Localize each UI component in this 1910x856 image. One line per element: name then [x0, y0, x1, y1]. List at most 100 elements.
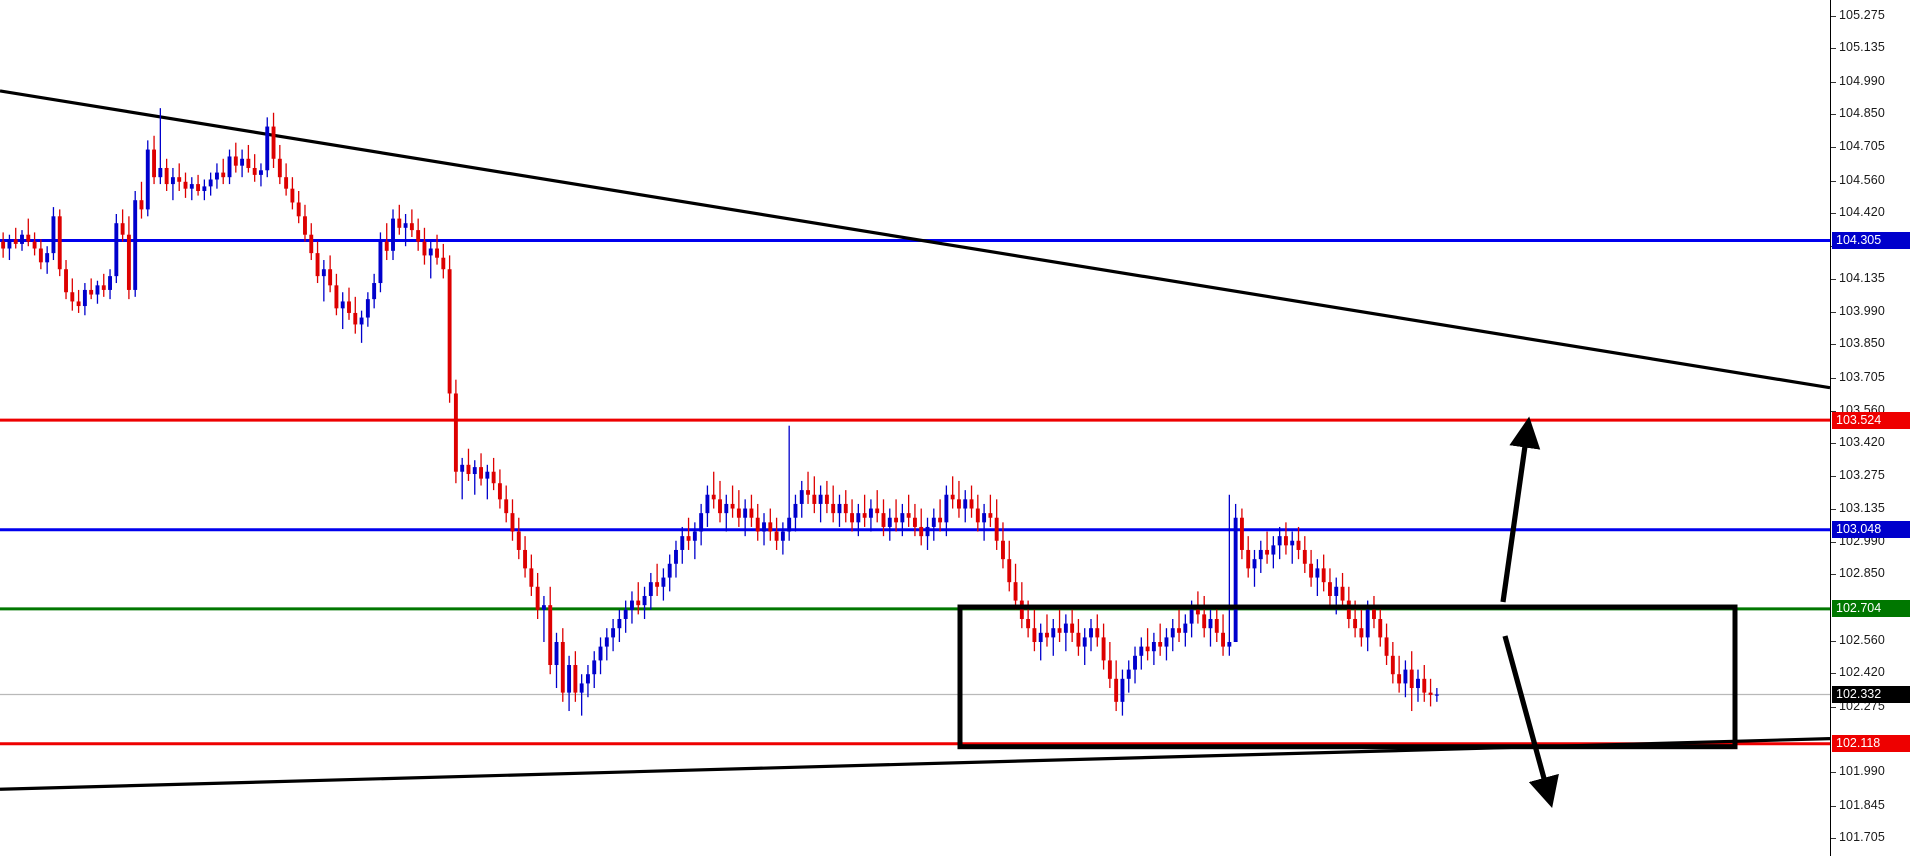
current-price-badge[interactable]: 102.332	[1832, 685, 1910, 703]
candle-body	[246, 158, 251, 168]
price-level-badge[interactable]: 103.048	[1832, 521, 1910, 539]
candle-body	[982, 513, 987, 523]
candle-body	[868, 508, 873, 518]
candle-body	[1013, 582, 1018, 601]
candle-body	[535, 586, 540, 610]
price-level-badge[interactable]: 104.305	[1832, 231, 1910, 249]
candle-body	[806, 490, 810, 495]
tick-mark	[1831, 48, 1836, 50]
candle-body	[1170, 628, 1175, 638]
candle-body	[1227, 642, 1232, 647]
candle-body	[925, 526, 930, 537]
candle-body	[170, 177, 175, 185]
candle-body	[774, 531, 779, 541]
candle-body	[636, 600, 641, 606]
candle-body	[296, 202, 301, 217]
candle-body	[45, 253, 50, 263]
candle-body	[208, 179, 213, 187]
tick-mark	[1831, 180, 1836, 182]
candle-body	[1353, 618, 1358, 629]
candle-body	[799, 490, 804, 504]
candle-body	[447, 269, 452, 394]
candle-body	[1057, 628, 1062, 633]
candle-body	[221, 172, 226, 178]
consolidation-rectangle[interactable]	[957, 604, 1738, 750]
candle-body	[862, 513, 867, 518]
candle-body	[919, 526, 924, 537]
candle-body	[32, 241, 37, 249]
candle-body	[1007, 559, 1012, 583]
price-level-badge[interactable]: 102.704	[1832, 600, 1910, 618]
candle-body	[277, 158, 282, 178]
price-level-badge[interactable]: 103.524	[1832, 411, 1910, 429]
candle-body	[912, 517, 917, 527]
candle-body	[1428, 692, 1433, 695]
tick-mark	[1831, 81, 1836, 83]
candle-body	[975, 508, 980, 523]
tick-mark	[1831, 16, 1836, 18]
candle-body	[397, 218, 402, 228]
price-tick-label: 104.135	[1839, 270, 1885, 285]
candle-body	[1139, 646, 1144, 656]
tick-mark	[1831, 805, 1836, 807]
candle-body	[435, 248, 439, 258]
candle-body	[202, 186, 207, 191]
candle-body	[353, 312, 358, 325]
candle-body	[321, 269, 326, 277]
price-tick-label: 104.990	[1839, 73, 1885, 88]
candle-body	[1290, 540, 1295, 546]
candle-body	[409, 223, 414, 231]
candle-body	[497, 483, 502, 500]
candle-body	[988, 513, 993, 518]
candle-body	[108, 276, 112, 290]
candle-body	[365, 299, 370, 318]
candle-body	[227, 156, 232, 178]
candle-body	[1095, 628, 1100, 638]
candle-body	[1309, 563, 1314, 578]
candle-body	[189, 184, 194, 189]
candle-body	[642, 595, 647, 606]
candle-body	[309, 234, 314, 254]
candle-body	[585, 674, 590, 684]
candle-body	[70, 292, 75, 302]
price-tick-label: 103.705	[1839, 369, 1885, 384]
price-tick-label: 104.420	[1839, 205, 1885, 219]
candle-body	[1239, 517, 1244, 550]
tick-mark	[1831, 278, 1836, 280]
candle-body	[648, 582, 653, 596]
candle-body	[403, 223, 408, 228]
candle-body	[183, 181, 188, 189]
candle-body	[824, 494, 829, 504]
candle-body	[560, 642, 565, 693]
candle-body	[1001, 540, 1005, 560]
tick-mark	[1831, 574, 1836, 576]
price-tick-label: 101.845	[1839, 797, 1885, 812]
bearish-breakdown-arrow[interactable]	[1502, 635, 1559, 809]
tick-mark	[1831, 213, 1836, 214]
candle-body	[164, 167, 169, 185]
candle-body	[214, 172, 219, 180]
candle-body	[1145, 646, 1150, 652]
candle-body	[303, 216, 307, 235]
candle-body	[579, 683, 584, 693]
candle-body	[894, 517, 899, 523]
tick-mark	[1831, 377, 1836, 379]
candle-body	[856, 513, 861, 523]
candle-body	[152, 149, 157, 178]
price-tick-label: 102.420	[1839, 665, 1885, 680]
price-tick-label: 105.275	[1839, 8, 1885, 23]
price-level-badge[interactable]: 102.118	[1832, 735, 1910, 753]
descending-trendline[interactable]	[0, 89, 1830, 390]
candle-body	[347, 301, 351, 313]
price-tick-label: 103.275	[1839, 468, 1885, 483]
bullish-breakout-arrow[interactable]	[1500, 416, 1541, 603]
tick-mark	[1831, 344, 1836, 346]
chart-plot-area[interactable]	[0, 0, 1830, 856]
candle-body	[692, 531, 697, 541]
candle-body	[963, 499, 968, 509]
candle-body	[453, 393, 458, 472]
price-axis[interactable]: 105.275 105.135 104.990 104.850 104.705 104.5…	[1830, 0, 1910, 856]
candle-body	[611, 628, 616, 638]
candle-body	[82, 289, 87, 307]
candle-body	[1, 241, 6, 249]
